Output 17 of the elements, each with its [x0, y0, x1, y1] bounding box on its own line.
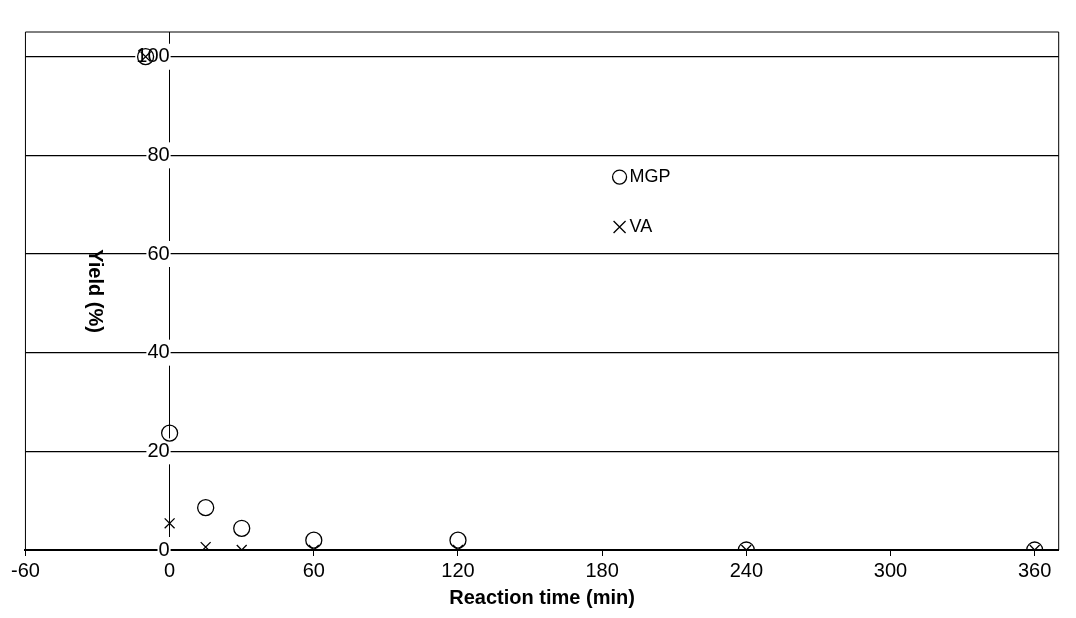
y-tick-label: 60: [147, 241, 170, 264]
y-tick-label: 20: [147, 438, 170, 461]
point: [200, 541, 212, 550]
y-tick-label: 0: [158, 537, 170, 560]
legend-label: VA: [629, 216, 653, 237]
x-tick-label: 240: [729, 558, 764, 581]
y-tick-label: 40: [147, 340, 170, 363]
y-tick-label: 80: [147, 142, 170, 165]
x-axis-title: Reaction time (min): [449, 585, 635, 608]
x-tick-label: 300: [873, 558, 908, 581]
y-axis-title: Yield (%): [84, 249, 107, 333]
x-tick-label: 60: [302, 558, 325, 581]
x-tick-label: 120: [441, 558, 475, 581]
x-tick-label: 360: [1017, 558, 1052, 581]
x-tick-label: 180: [585, 558, 619, 581]
x-tick-label: -60: [11, 558, 40, 581]
legend-label: MGP: [629, 166, 671, 187]
